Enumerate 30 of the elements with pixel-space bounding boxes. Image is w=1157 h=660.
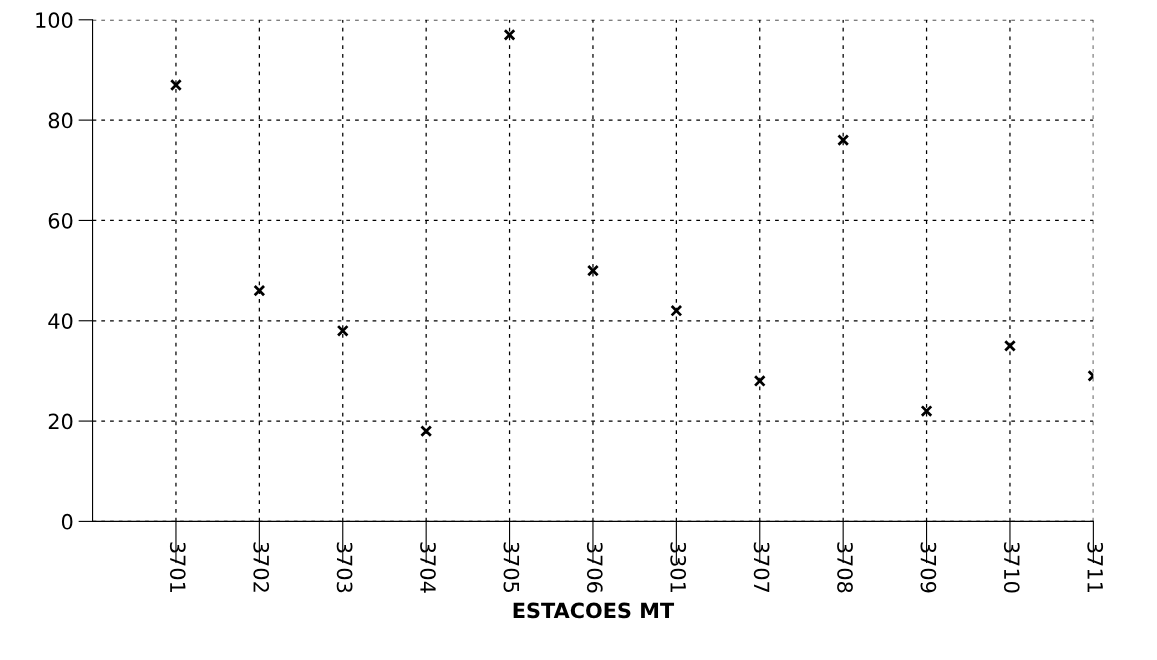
x-tick-label: 3702 [253, 542, 270, 592]
y-tick-label: 60 [48, 212, 73, 229]
x-tick-label: 3301 [670, 542, 687, 592]
x-tick-label: 3701 [169, 542, 186, 592]
x-tick-label: 3703 [336, 542, 353, 593]
point [503, 28, 516, 41]
point [670, 304, 683, 317]
point [837, 134, 850, 147]
x-tick-label: 3711 [1087, 542, 1104, 592]
x-tick-label: 3708 [837, 542, 853, 593]
point [1003, 339, 1017, 352]
point [753, 374, 766, 387]
point [920, 405, 933, 418]
x-tick-label: 3706 [586, 542, 603, 593]
point [586, 264, 600, 277]
x-axis-title: ESTACOES MT [513, 602, 675, 619]
point [169, 78, 183, 92]
y-tick-label: 40 [48, 313, 73, 329]
point [253, 284, 266, 297]
x-tick-label: 3707 [753, 542, 770, 593]
x-tick-label: 3705 [503, 542, 520, 593]
x-tick-label: 3710 [1003, 542, 1020, 593]
y-tick-label: 80 [48, 112, 73, 129]
x-tick-label: 3704 [420, 542, 436, 593]
y-tick-label: 20 [48, 413, 73, 430]
x-tick-label: 3709 [920, 542, 937, 593]
point [336, 324, 349, 337]
point [420, 425, 433, 438]
y-tick-label: 100 [36, 12, 73, 29]
y-tick-label: 0 [61, 513, 73, 530]
